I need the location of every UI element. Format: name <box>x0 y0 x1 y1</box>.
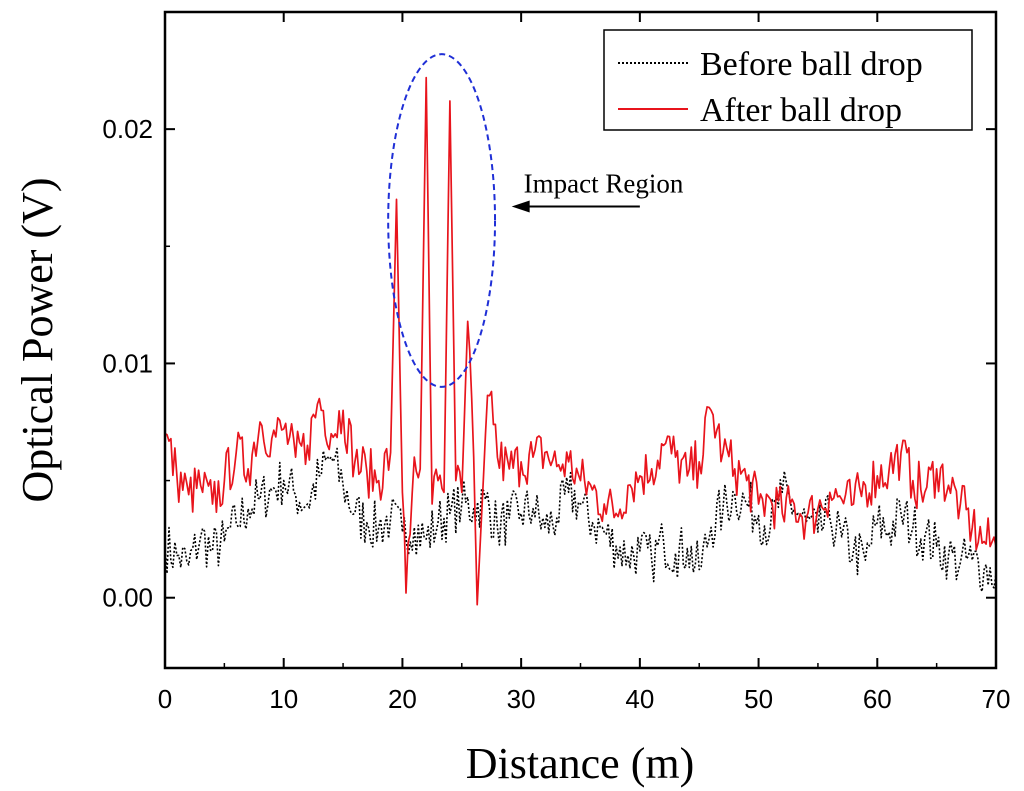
legend-box <box>603 29 973 131</box>
legend-label-after-ball-drop: After ball drop <box>700 92 902 129</box>
x-tick-label: 40 <box>625 684 654 714</box>
y-tick-label: 0.00 <box>102 583 153 613</box>
x-tick-label: 50 <box>744 684 773 714</box>
arrowhead-icon <box>511 200 530 213</box>
y-tick-label: 0.02 <box>102 114 153 144</box>
impact-region-ellipse <box>387 53 497 388</box>
legend-label-before-ball-drop: Before ball drop <box>700 46 923 83</box>
x-tick-label: 30 <box>507 684 536 714</box>
x-tick-label: 60 <box>863 684 892 714</box>
series-layer <box>165 76 996 606</box>
x-axis: 0 10 20 30 40 50 60 70 <box>158 12 1011 714</box>
legend: Before ball drop After ball drop <box>603 29 973 131</box>
y-tick-label: 0.01 <box>102 348 153 378</box>
y-axis-title: Optical Power (V) <box>13 177 62 502</box>
impact-region-label: Impact Region <box>524 168 684 198</box>
y-axis: 0.00 0.01 0.02 <box>102 11 996 613</box>
series-line-after-ball-drop <box>165 76 996 606</box>
x-axis-title: Distance (m) <box>466 739 694 788</box>
annotation-layer: Impact Region <box>387 53 684 388</box>
x-tick-label: 10 <box>269 684 298 714</box>
x-tick-label: 20 <box>388 684 417 714</box>
series-line-before-ball-drop <box>165 447 996 593</box>
x-tick-label: 0 <box>158 684 172 714</box>
x-tick-label: 70 <box>982 684 1011 714</box>
